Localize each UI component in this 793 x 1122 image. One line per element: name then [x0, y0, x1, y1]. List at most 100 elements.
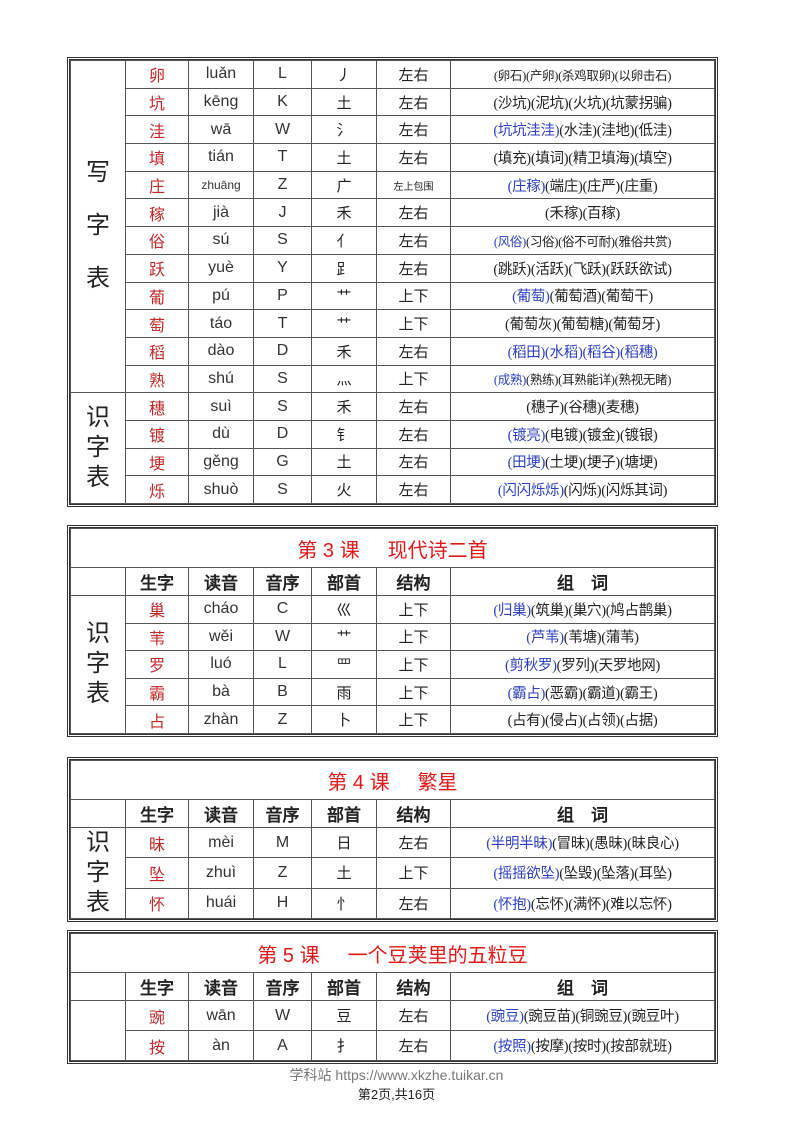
word: (精卫填海) — [568, 150, 635, 167]
radical: 广 — [311, 170, 377, 200]
character: 葡 — [125, 281, 189, 311]
page-number: 第2页,共16页 — [357, 1087, 436, 1102]
word: (豌豆苗) — [523, 1009, 576, 1025]
word: (按照) — [493, 1039, 531, 1055]
header-blank — [70, 972, 126, 1001]
word-list: (风俗)(习俗)(俗不可耐)(雅俗共赏) — [450, 226, 715, 255]
pinyin: àn — [188, 1030, 254, 1061]
word: (俗不可耐) — [558, 234, 615, 249]
word: (闪烁其词) — [601, 483, 668, 500]
structure: 上下 — [376, 364, 451, 394]
word: (习俗) — [525, 234, 559, 249]
table-row: 识字表昧 mèi M 日左右 (半明半昧)(冒昧)(愚昧)(昧良心) — [70, 826, 715, 919]
lesson-title: 第 4 课 繁星 — [70, 760, 715, 800]
pinyin: mèi — [188, 826, 254, 859]
character: 跃 — [125, 253, 189, 283]
radical: 钅 — [311, 419, 377, 449]
word: (田埂) — [507, 455, 546, 472]
word-list: (葡萄灰)(葡萄糖)(葡萄牙) — [450, 309, 715, 338]
table-row: 识字表穗 suì S 禾左右 (穗子)(谷穗)(麦穗) — [70, 392, 715, 504]
column-header: 读音 — [188, 799, 254, 828]
word: (风俗) — [493, 234, 526, 249]
header-row: 生字 读音 音序 部首 结构组 词 — [70, 972, 715, 1001]
column-header: 结构 — [376, 972, 451, 1001]
word: (霸占) — [507, 685, 546, 702]
table-row: 识字表巢 cháo C 巛上下 (归巢)(筑巢)(巢穴)(鸠占鹊巢) — [70, 595, 715, 734]
character: 苇 — [125, 622, 189, 652]
radical: 忄 — [311, 887, 377, 920]
word: (半明半昧) — [486, 836, 553, 853]
word-list: (填充)(填词)(精卫填海)(填空) — [450, 143, 715, 172]
title-row: 第 3 课 现代诗二首 — [70, 528, 715, 568]
lesson-table-3: 第 3 课 现代诗二首生字 读音 音序 部首 结构组 词识字表巢 cháo C 巛上下 (归巢)(… — [67, 525, 718, 737]
word: (豌豆) — [486, 1009, 524, 1025]
radical: ⻊ — [311, 253, 377, 283]
word: (埂子) — [582, 455, 621, 472]
lesson-name: 一个豆荚里的五粒豆 — [347, 944, 528, 967]
structure: 左右 — [376, 419, 451, 449]
table-row: 庄 zhuāng Z 广左上包围 (庄稼)(端庄)(庄严)(庄重) — [71, 170, 715, 200]
word: (葡萄灰) — [504, 317, 557, 334]
initial-letter: Y — [253, 253, 312, 283]
word: (低洼) — [634, 123, 672, 140]
pinyin: táo — [188, 309, 254, 338]
table-row: 罗 luó L 罒上下 (剪秋罗)(罗列)(天罗地网) — [71, 650, 715, 679]
word: (沙坑) — [493, 95, 531, 112]
word: (天罗地网) — [594, 657, 660, 674]
pinyin: shú — [188, 364, 254, 394]
word: (筑巢) — [530, 602, 569, 619]
word-list: (跳跃)(活跃)(飞跃)(跃跃欲试) — [450, 253, 715, 283]
character: 埂 — [125, 447, 189, 477]
radical: 艹 — [311, 281, 377, 311]
structure: 上下 — [376, 281, 451, 311]
pinyin: suì — [188, 392, 254, 421]
word: (泥坑) — [530, 95, 569, 112]
pinyin: wěi — [188, 622, 254, 652]
group-label: 识字表 — [70, 595, 126, 734]
structure: 上下 — [376, 309, 451, 338]
word-list: (沙坑)(泥坑)(火坑)(坑蒙拐骗) — [450, 87, 715, 117]
header-row: 生字 读音 音序 部首 结构组 词 — [70, 567, 715, 596]
column-header: 生字 — [125, 799, 189, 828]
lesson-title: 第 5 课 一个豆荚里的五粒豆 — [70, 933, 715, 973]
word-list: (镀亮)(电镀)(镀金)(镀银) — [450, 419, 715, 449]
character: 穗 — [125, 392, 189, 421]
word: (侵占) — [545, 713, 583, 730]
lesson-number: 第 3 课 — [297, 539, 360, 562]
initial-letter: K — [253, 87, 312, 117]
initial-letter: M — [253, 826, 312, 859]
structure: 左右 — [376, 392, 451, 421]
word: (填词) — [530, 150, 569, 167]
word-list: (禾稼)(百稼) — [450, 198, 715, 228]
pinyin: tián — [188, 143, 254, 172]
word: (坑坑洼洼) — [493, 123, 560, 140]
pinyin: dào — [188, 336, 254, 366]
word: (水稻) — [545, 344, 583, 361]
pinyin: sú — [188, 226, 254, 255]
structure: 左右 — [376, 1030, 451, 1061]
radical: 艹 — [311, 309, 377, 338]
word-list: (半明半昧)(冒昧)(愚昧)(昧良心) — [450, 826, 715, 859]
character: 稼 — [125, 198, 189, 228]
word: (芦苇) — [526, 630, 564, 647]
radical: 禾 — [311, 392, 377, 421]
word: (铜豌豆) — [575, 1009, 628, 1025]
pinyin: luó — [188, 650, 254, 679]
pinyin: wān — [188, 1000, 254, 1031]
group-label: 识字表 — [70, 827, 126, 919]
lesson-name: 现代诗二首 — [387, 539, 488, 562]
word: (庄稼) — [507, 178, 546, 195]
word: (霸王) — [619, 685, 658, 702]
character: 坠 — [125, 857, 189, 889]
radical: 禾 — [311, 198, 377, 228]
word: (火坑) — [568, 95, 606, 112]
word-list: (摇摇欲坠)(坠毁)(坠落)(耳坠) — [450, 857, 715, 889]
structure: 左上包围 — [376, 170, 451, 200]
table-row: 稻 dào D 禾左右 (稻田)(水稻)(稻谷)(稻穗) — [71, 336, 715, 366]
radical: 雨 — [311, 677, 377, 707]
word-list: (归巢)(筑巢)(巢穴)(鸠占鹊巢) — [450, 595, 715, 624]
word: (坠毁) — [559, 866, 597, 883]
radical: 土 — [311, 143, 377, 172]
word: (耳坠) — [634, 866, 672, 883]
character: 按 — [125, 1030, 189, 1061]
